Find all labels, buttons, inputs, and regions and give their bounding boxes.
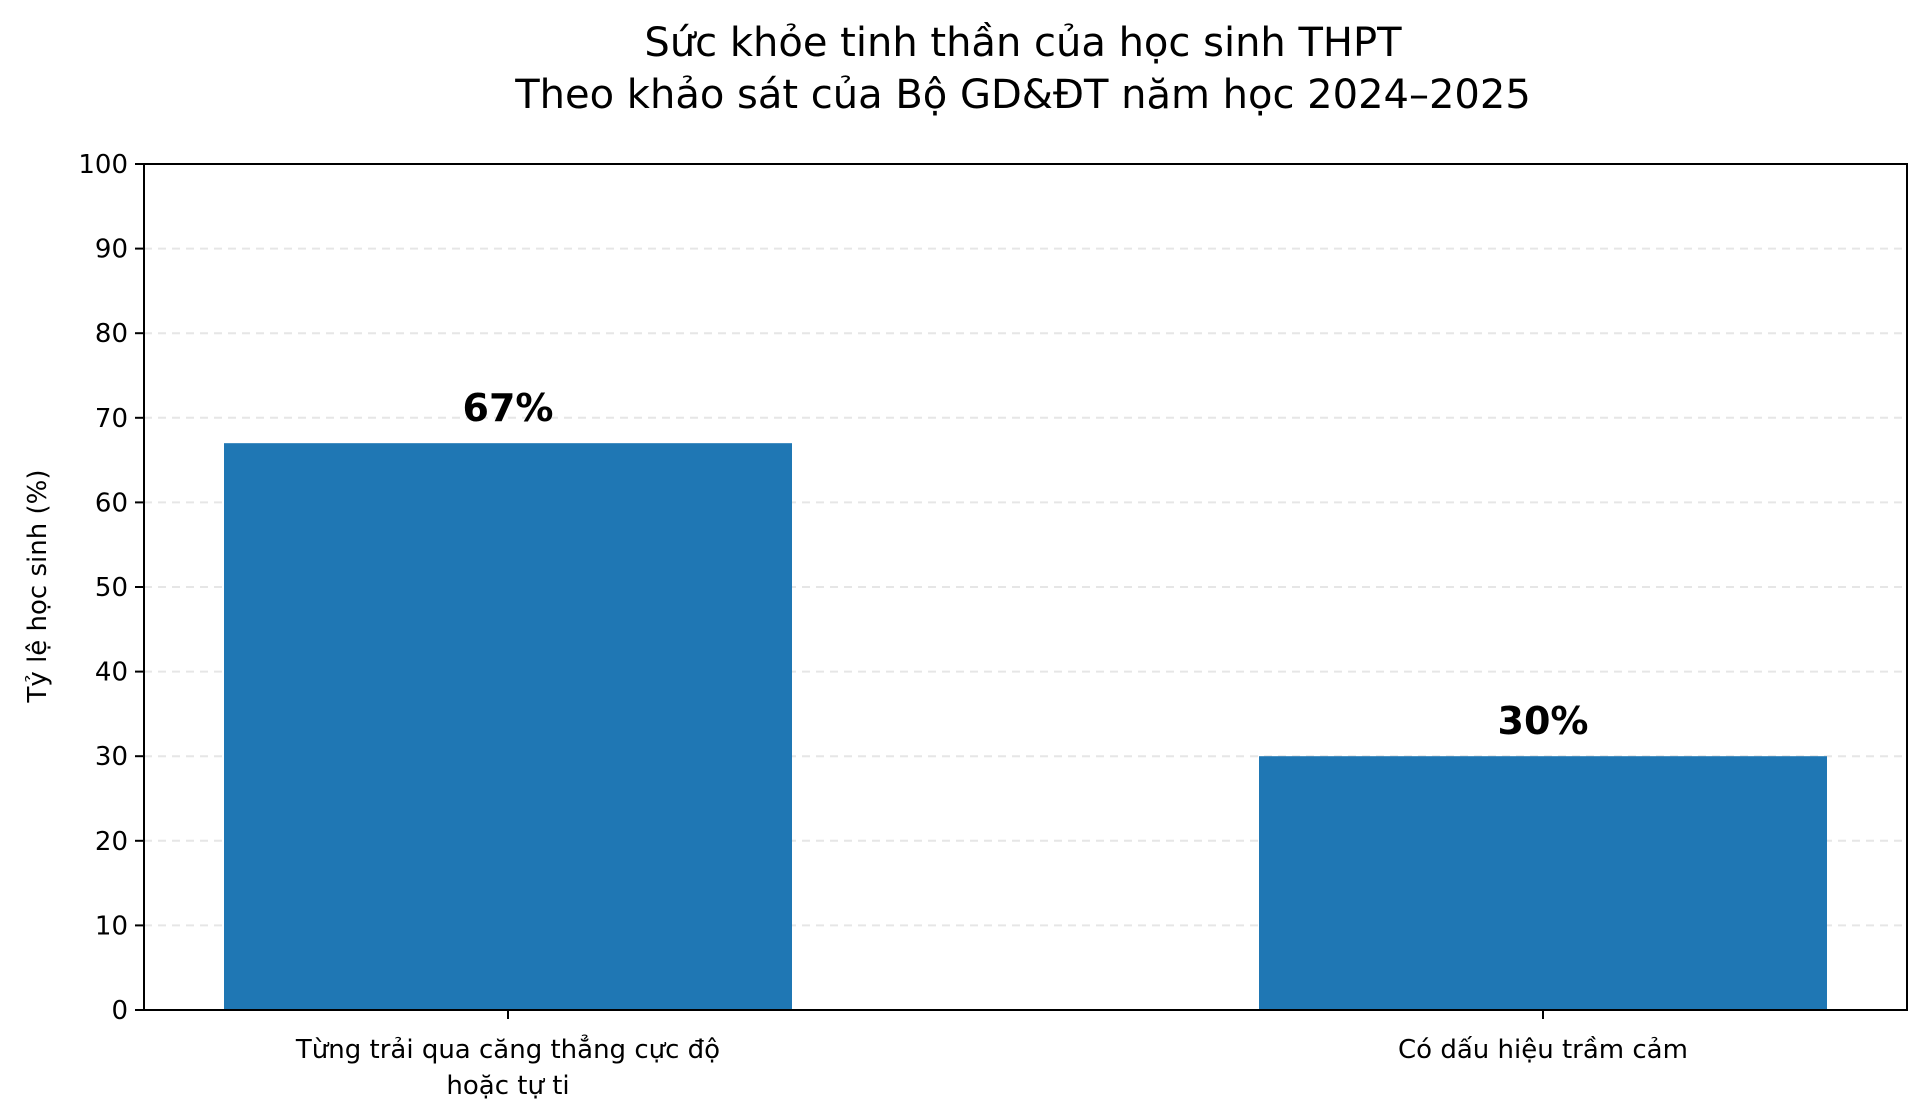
chart-title: Sức khỏe tinh thần của học sinh THPT (644, 20, 1402, 66)
y-tick-label: 50 (95, 573, 128, 603)
data-label: 30% (1498, 699, 1589, 743)
data-label: 67% (463, 386, 554, 430)
y-tick-label: 90 (95, 235, 128, 265)
y-tick-label: 70 (95, 404, 128, 434)
x-tick-label: hoặc tự ti (446, 1071, 569, 1101)
y-axis-label: Tỷ lệ học sinh (%) (23, 470, 53, 704)
x-tick-label: Từng trải qua căng thẳng cực độ (295, 1033, 720, 1065)
bars (224, 443, 1827, 1010)
y-tick-label: 80 (95, 319, 128, 349)
y-tick-label: 100 (78, 150, 128, 180)
y-tick-label: 30 (95, 742, 128, 772)
y-tick-label: 60 (95, 488, 128, 518)
y-tick-label: 10 (95, 911, 128, 941)
chart-subtitle: Theo khảo sát của Bộ GD&ĐT năm học 2024–… (514, 72, 1531, 118)
y-tick-label: 0 (111, 996, 128, 1026)
x-tick-label: Có dấu hiệu trầm cảm (1398, 1035, 1688, 1065)
bar (224, 443, 792, 1010)
axes: 0 10 20 30 40 50 60 70 80 90 100 Từng trải qua căng… (78, 150, 1908, 1101)
y-tick-label: 40 (95, 658, 128, 688)
y-tick-label: 20 (95, 827, 128, 857)
data-labels: 67% 30% (463, 386, 1589, 743)
bar (1259, 756, 1827, 1010)
